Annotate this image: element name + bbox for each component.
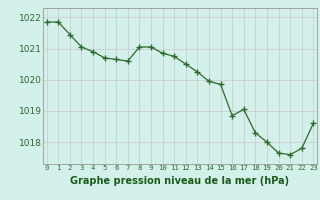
X-axis label: Graphe pression niveau de la mer (hPa): Graphe pression niveau de la mer (hPa) <box>70 176 290 186</box>
